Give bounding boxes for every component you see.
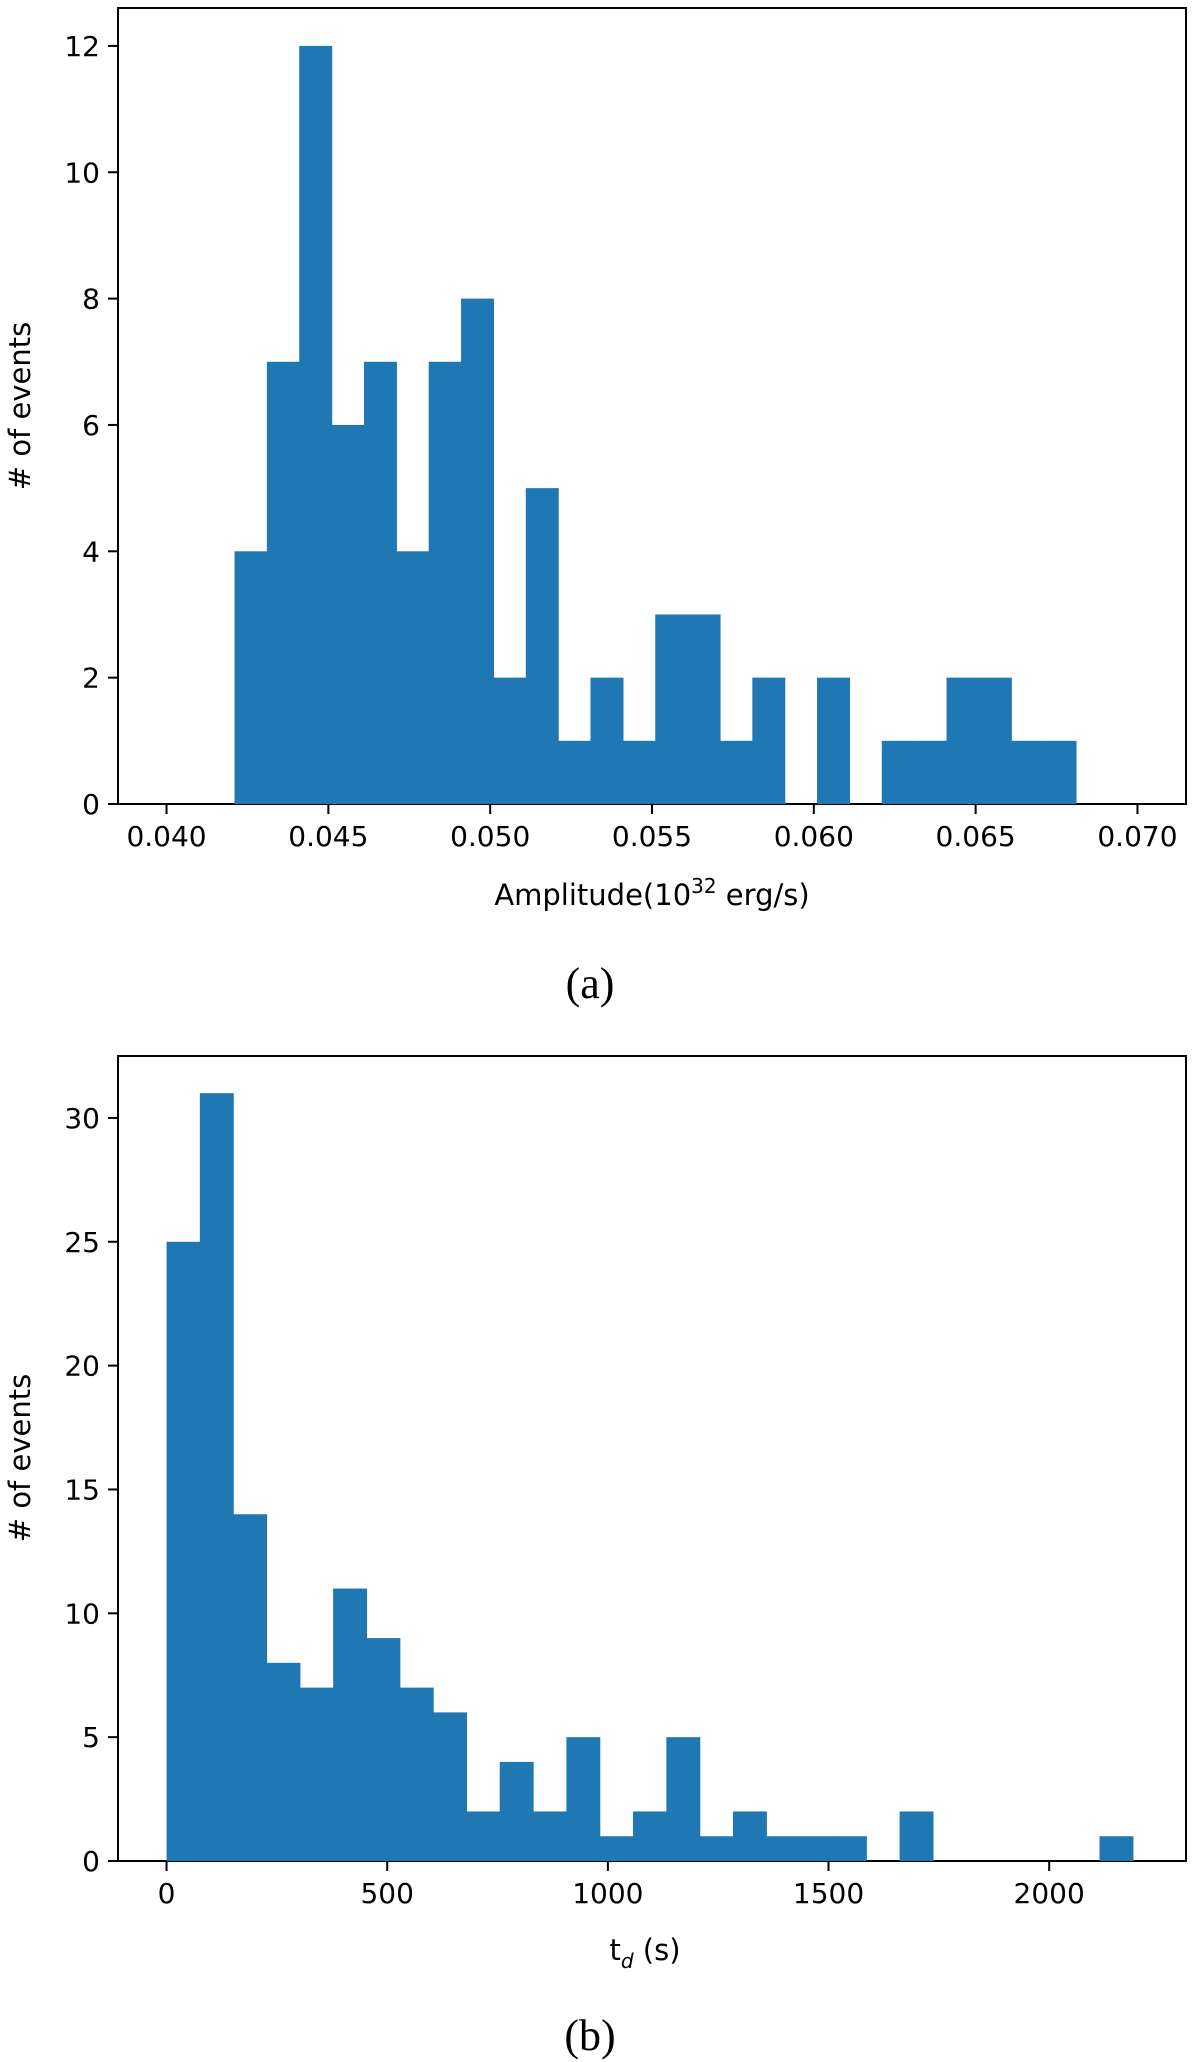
- histogram-bar: [799, 1836, 834, 1861]
- histogram-bar: [299, 45, 333, 804]
- histogram-bar: [622, 740, 656, 804]
- histogram-bar: [166, 1241, 201, 1861]
- x-tick-label: 0.045: [288, 820, 368, 853]
- histogram-bar: [525, 488, 559, 804]
- x-tick-label: 0.055: [612, 820, 692, 853]
- histogram-bar: [914, 740, 948, 804]
- x-tick-label: 0.070: [1097, 820, 1177, 853]
- histogram-bar: [428, 361, 462, 804]
- x-tick-label: 2000: [1014, 1877, 1085, 1910]
- y-tick-label: 10: [64, 1597, 100, 1630]
- histogram-bar: [396, 551, 430, 804]
- x-axis-label-a: Amplitude(1032 erg/s): [494, 874, 809, 912]
- histogram-bar: [331, 424, 365, 804]
- histogram-bar: [687, 614, 721, 804]
- x-ticks-b: 0 500 1000 1500 2000: [158, 1861, 1085, 1910]
- histogram-bar: [266, 1662, 301, 1861]
- y-ticks-a: 0 2 4 6 8 10 12: [64, 30, 118, 821]
- y-tick-label: 0: [82, 788, 100, 821]
- x-tick-label: 0.040: [126, 820, 206, 853]
- histogram-bar: [752, 677, 786, 804]
- x-tick-label: 1000: [572, 1877, 643, 1910]
- y-tick-label: 2: [82, 662, 100, 695]
- histogram-bar: [299, 1687, 334, 1861]
- histogram-bar: [633, 1811, 667, 1861]
- y-tick-label: 6: [82, 409, 100, 442]
- y-axis-label-b: # of events: [3, 1374, 37, 1542]
- histogram-bar: [832, 1836, 867, 1861]
- histogram-bar: [366, 1638, 401, 1861]
- histogram-bar: [493, 677, 527, 804]
- y-ticks-b: 0 5 10 15 20 25 30: [64, 1102, 118, 1878]
- histogram-bar: [817, 677, 851, 804]
- histogram-bar: [899, 1811, 934, 1861]
- histogram-bar: [590, 677, 624, 804]
- y-tick-label: 12: [64, 30, 100, 63]
- histogram-bar: [655, 614, 689, 804]
- x-tick-label: 0.060: [774, 820, 854, 853]
- histogram-bar: [946, 677, 980, 804]
- y-tick-label: 15: [64, 1473, 100, 1506]
- histogram-bar: [1011, 740, 1045, 804]
- caption-b: (b): [564, 2011, 615, 2060]
- x-tick-label: 500: [360, 1877, 413, 1910]
- histogram-bar: [233, 1514, 268, 1861]
- caption-a: (a): [566, 959, 615, 1008]
- histogram-bar: [699, 1836, 734, 1861]
- histogram-bar: [719, 740, 753, 804]
- x-tick-label: 0.065: [936, 820, 1016, 853]
- histogram-bar: [566, 1737, 601, 1861]
- y-axis-label-a: # of events: [3, 322, 37, 490]
- bars-b: [166, 1093, 1134, 1861]
- bars-a: [234, 45, 1077, 804]
- histogram-bar: [234, 551, 268, 804]
- y-tick-label: 20: [64, 1350, 100, 1383]
- y-tick-label: 25: [64, 1226, 100, 1259]
- histogram-bar: [466, 1811, 501, 1861]
- histogram-bar: [732, 1811, 767, 1861]
- x-tick-label: 1500: [793, 1877, 864, 1910]
- histogram-bar: [363, 361, 397, 804]
- histogram-bar: [533, 1811, 567, 1861]
- y-tick-label: 8: [82, 283, 100, 316]
- x-tick-label: 0: [158, 1877, 176, 1910]
- y-tick-label: 5: [82, 1721, 100, 1754]
- histogram-bar: [433, 1712, 468, 1861]
- x-ticks-a: 0.040 0.045 0.050 0.055 0.060 0.065 0.070: [126, 804, 1178, 853]
- x-axis-label-b: td (s): [609, 1933, 680, 1973]
- histogram-bar: [881, 740, 915, 804]
- histogram-panel-b: 0 500 1000 1500 2000 0 5 10 15 20 25 30 td (s) # o…: [3, 1055, 1187, 2060]
- histogram-bar: [599, 1836, 634, 1861]
- y-tick-label: 4: [82, 535, 100, 568]
- y-tick-label: 0: [82, 1845, 100, 1878]
- histogram-bar: [766, 1836, 801, 1861]
- histogram-panel-a: 0.040 0.045 0.050 0.055 0.060 0.065 0.070 0 2 4 6…: [3, 7, 1187, 1008]
- histogram-bar: [499, 1761, 534, 1861]
- histogram-bar: [333, 1588, 368, 1861]
- histogram-bar: [1099, 1836, 1134, 1861]
- histogram-bar: [266, 361, 300, 804]
- histogram-bar: [1043, 740, 1077, 804]
- y-tick-label: 10: [64, 156, 100, 189]
- histogram-bar: [399, 1687, 434, 1861]
- histogram-bar: [461, 298, 495, 804]
- histogram-bar: [978, 677, 1012, 804]
- histogram-bar: [558, 740, 592, 804]
- x-tick-label: 0.050: [450, 820, 530, 853]
- histogram-bar: [666, 1737, 701, 1861]
- y-tick-label: 30: [64, 1102, 100, 1135]
- histogram-bar: [199, 1093, 234, 1861]
